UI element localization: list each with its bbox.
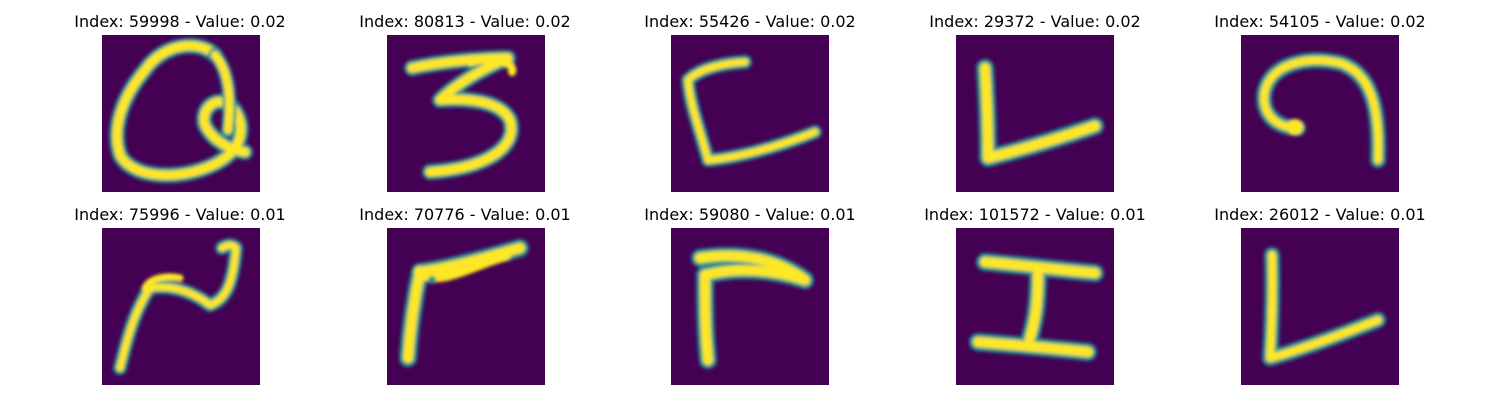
panel-title-9: Index: 101572 - Value: 0.01 [924, 205, 1146, 224]
digit-image-6 [102, 228, 260, 385]
digit-image-3 [671, 35, 829, 192]
panel-title-10: Index: 26012 - Value: 0.01 [1214, 205, 1425, 224]
digit-image-9 [956, 228, 1114, 385]
digit-image-4 [956, 35, 1114, 192]
digit-image-1 [102, 35, 260, 192]
digit-image-7 [387, 228, 545, 385]
digit-image-10 [1241, 228, 1399, 385]
panel-title-7: Index: 70776 - Value: 0.01 [359, 205, 570, 224]
panel-title-5: Index: 54105 - Value: 0.02 [1214, 12, 1425, 31]
panel-title-8: Index: 59080 - Value: 0.01 [644, 205, 855, 224]
digit-image-8 [671, 228, 829, 385]
digit-image-5 [1241, 35, 1399, 192]
panel-title-3: Index: 55426 - Value: 0.02 [644, 12, 855, 31]
panel-title-2: Index: 80813 - Value: 0.02 [359, 12, 570, 31]
panel-title-6: Index: 75996 - Value: 0.01 [74, 205, 285, 224]
panel-title-1: Index: 59998 - Value: 0.02 [74, 12, 285, 31]
digit-image-2 [387, 35, 545, 192]
panel-title-4: Index: 29372 - Value: 0.02 [929, 12, 1140, 31]
